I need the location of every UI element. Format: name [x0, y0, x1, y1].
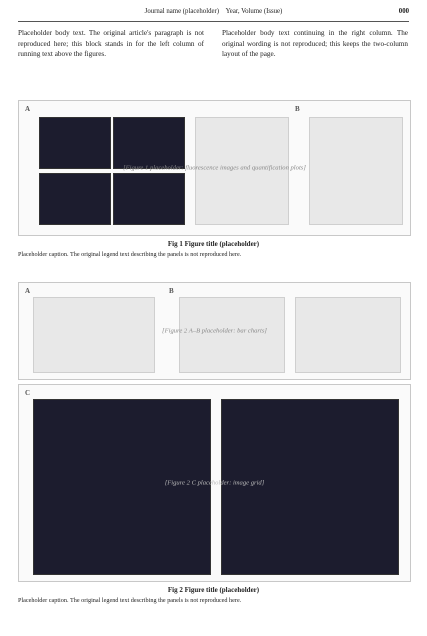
body-paragraph: Placeholder body text continuing in the … [222, 29, 408, 59]
page-number: 000 [398, 8, 409, 15]
body-paragraph: Placeholder body text. The original arti… [18, 29, 204, 59]
figure-1-caption-text: Placeholder caption. The original legend… [18, 250, 242, 258]
figure-1: A B [Figure 1 placeholder: fluorescence … [18, 100, 411, 236]
figure-2-panel-b-label: B [169, 287, 174, 295]
figure-2-plot-panel [33, 297, 155, 373]
figure-2-c-placeholder-note: [Figure 2 C placeholder: image grid] [164, 479, 265, 487]
figure-2-plot-panel [179, 297, 285, 373]
figure-2-plot-panel [295, 297, 401, 373]
running-head-left: Journal name (placeholder) [144, 8, 220, 15]
figure-1-placeholder-note: [Figure 1 placeholder: fluorescence imag… [123, 164, 306, 172]
figure-1-plot-panel [309, 117, 403, 225]
figure-2-caption-text: Placeholder caption. The original legend… [18, 596, 242, 604]
figure-1-image-panel [113, 173, 185, 225]
body-column-right: Placeholder body text continuing in the … [222, 28, 408, 60]
figure-1-image-panel [39, 173, 111, 225]
figure-1-caption: Fig 1 Figure title (placeholder) Placeho… [18, 240, 409, 259]
figure-1-image-panel [39, 117, 111, 169]
running-head-right: Year, Volume (Issue) [225, 8, 283, 15]
figure-1-caption-title: Fig 1 Figure title (placeholder) [167, 240, 260, 248]
figure-2-image-grid-right [221, 399, 399, 575]
figure-2-ab-placeholder-note: [Figure 2 A–B placeholder: bar charts] [162, 327, 267, 335]
header-rule [18, 21, 409, 22]
figure-1-panel-a-label: A [25, 105, 31, 113]
figure-1-plot-panel [195, 117, 289, 225]
figure-2-panel-a-label: A [25, 287, 31, 295]
running-head: Journal name (placeholder) Year, Volume … [0, 8, 427, 20]
body-column-left: Placeholder body text. The original arti… [18, 28, 204, 60]
figure-1-image-panel [113, 117, 185, 169]
figure-2-image-grid-left [33, 399, 211, 575]
figure-2-caption-title: Fig 2 Figure title (placeholder) [167, 586, 260, 594]
figure-2-caption: Fig 2 Figure title (placeholder) Placeho… [18, 586, 409, 605]
figure-2-bottom: C [Figure 2 C placeholder: image grid] [18, 384, 411, 582]
figure-2-top: A B [Figure 2 A–B placeholder: bar chart… [18, 282, 411, 380]
figure-1-panel-b-label: B [295, 105, 300, 113]
figure-2-panel-c-label: C [25, 389, 31, 397]
